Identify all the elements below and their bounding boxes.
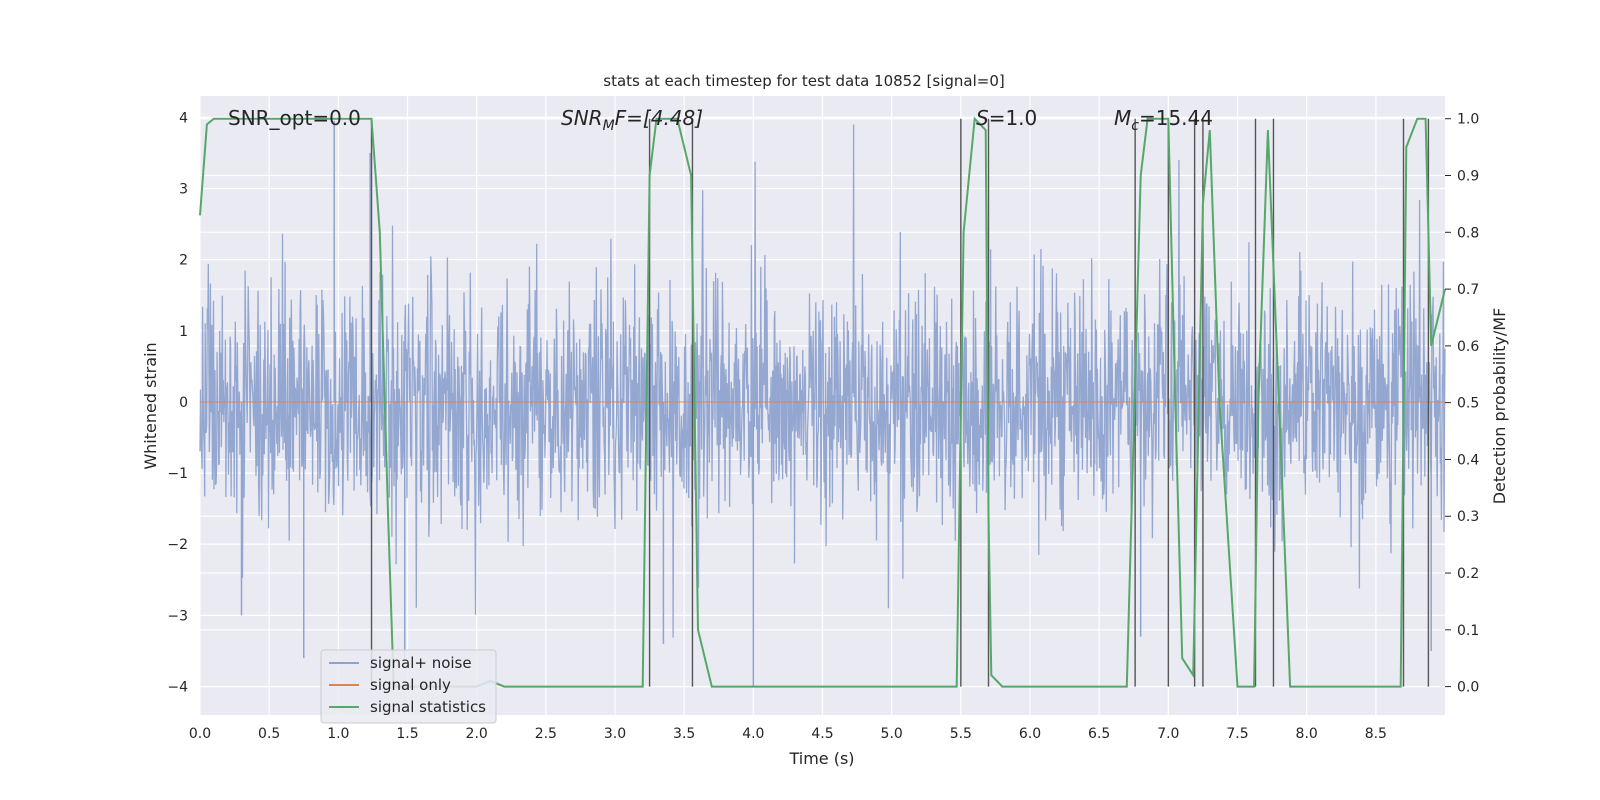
annotation-snr-opt: SNR_opt=0.0: [228, 106, 361, 130]
x-tick-label: 3.0: [604, 726, 626, 742]
y-tick-label-left: −1: [167, 466, 188, 482]
y-tick-label-right: 0.2: [1457, 566, 1479, 582]
y-axis-right-ticks: 1.0 0.9 0.8 0.7 0.6 0.5 0.4 0.3 0.2 0.1 0.0: [1445, 112, 1479, 696]
x-tick-label: 2.5: [535, 726, 557, 742]
y-tick-label-left: −4: [167, 680, 188, 696]
x-tick-label: 5.5: [950, 726, 972, 742]
y-tick-label-right: 0.0: [1457, 680, 1479, 696]
y-tick-label-left: 0: [179, 395, 188, 411]
x-axis-ticks: 0.0 0.5 1.0 1.5 2.0 2.5 3.0 3.5 4.0 4.5 5.0 5.5 6.0 6…: [189, 726, 1387, 742]
annotation-snr-mf: SNRMF=[4.48]: [561, 106, 703, 134]
y-tick-label-left: −2: [167, 537, 188, 553]
x-tick-label: 3.5: [673, 726, 695, 742]
y-tick-label-right: 0.9: [1457, 169, 1479, 185]
y-axis-left-label: Whitened strain: [141, 342, 160, 469]
y-tick-label-left: 3: [179, 181, 188, 197]
y-tick-label-right: 0.5: [1457, 396, 1479, 412]
y-tick-label-left: 1: [179, 324, 188, 340]
x-tick-label: 6.5: [1088, 726, 1110, 742]
legend-box: [320, 649, 497, 724]
x-axis-label: Time (s): [788, 749, 854, 768]
annotation-s: S=1.0: [976, 106, 1037, 130]
x-tick-label: 8.0: [1296, 726, 1318, 742]
y-tick-label-right: 0.4: [1457, 452, 1479, 468]
annotation-mc: Mc=15.44: [1114, 106, 1213, 134]
legend: signal+ noise signal only signal statist…: [320, 649, 497, 724]
x-tick-label: 0.0: [189, 726, 211, 742]
y-tick-label-left: 4: [179, 110, 188, 126]
x-tick-label: 4.0: [742, 726, 764, 742]
y-tick-label-right: 0.6: [1457, 339, 1479, 355]
signal-noise-trace: [199, 124, 1446, 638]
x-tick-label: 1.5: [396, 726, 418, 742]
legend-label-signal-statistics: signal statistics: [370, 698, 486, 716]
x-tick-label: 7.0: [1157, 726, 1179, 742]
y-tick-label-right: 0.3: [1457, 509, 1479, 525]
y-tick-label-left: −3: [167, 608, 188, 624]
x-tick-label: 8.5: [1365, 726, 1387, 742]
x-tick-label: 1.0: [327, 726, 349, 742]
x-tick-label: 2.0: [466, 726, 488, 742]
y-tick-label-left: 2: [179, 253, 188, 269]
y-axis-left-ticks: 4 3 2 1 0 −1 −2 −3 −4: [167, 110, 188, 695]
y-tick-label-right: 0.1: [1457, 623, 1479, 639]
y-axis-right-label: Detection probability/MF: [1490, 308, 1509, 505]
x-tick-label: 7.5: [1226, 726, 1248, 742]
x-tick-label: 0.5: [258, 726, 280, 742]
chart-title: stats at each timestep for test data 108…: [603, 72, 1004, 90]
x-tick-label: 5.0: [881, 726, 903, 742]
legend-label-signal-noise: signal+ noise: [370, 654, 472, 672]
y-tick-label-right: 1.0: [1457, 112, 1479, 128]
x-tick-label: 4.5: [811, 726, 833, 742]
y-tick-label-right: 0.8: [1457, 225, 1479, 241]
signal-noise-series: [199, 120, 1446, 687]
y-tick-label-right: 0.7: [1457, 282, 1479, 298]
legend-label-signal-only: signal only: [370, 676, 451, 694]
x-tick-label: 6.0: [1019, 726, 1041, 742]
